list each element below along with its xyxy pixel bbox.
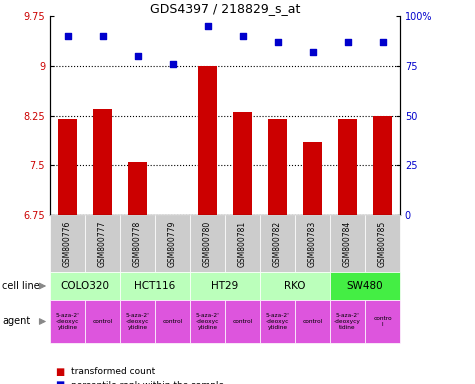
Text: HT29: HT29 [211,281,238,291]
Point [64,33,71,39]
Text: contro
l: contro l [373,316,392,327]
Text: GSM800781: GSM800781 [238,220,247,266]
Text: control: control [162,319,182,324]
Point [379,39,386,45]
Text: HCT116: HCT116 [134,281,176,291]
Text: GSM800783: GSM800783 [308,220,317,266]
Point [239,33,247,39]
Text: GSM800782: GSM800782 [273,220,282,266]
Bar [58,119,77,215]
Text: GSM800780: GSM800780 [203,220,212,266]
Text: RKO: RKO [284,281,306,291]
Text: GSM800784: GSM800784 [343,220,352,266]
Bar [93,109,112,215]
Text: SW480: SW480 [347,281,383,291]
Text: 5-aza-2'
-deoxyc
ytidine: 5-aza-2' -deoxyc ytidine [196,313,219,330]
Text: GSM800776: GSM800776 [63,220,72,266]
Text: GSM800779: GSM800779 [168,220,177,266]
Point [204,23,211,29]
Text: GSM800785: GSM800785 [378,220,387,266]
Bar [373,116,392,215]
Text: GSM800778: GSM800778 [133,220,142,266]
Point [344,39,352,45]
Bar [233,112,252,215]
Text: cell line: cell line [2,281,40,291]
Point [169,61,176,67]
Text: 5-aza-2'
-deoxyc
ytidine: 5-aza-2' -deoxyc ytidine [125,313,150,330]
Point [99,33,106,39]
Bar [268,119,287,215]
Bar [338,119,357,215]
Point [309,49,316,55]
Bar [128,162,147,215]
Bar [198,66,217,215]
Text: 5-aza-2'
-deoxyc
ytidine: 5-aza-2' -deoxyc ytidine [56,313,79,330]
Point [133,53,141,59]
Text: control: control [303,319,323,324]
Text: 5-aza-2'
-deoxyc
ytidine: 5-aza-2' -deoxyc ytidine [266,313,289,330]
Point [274,39,281,45]
Bar [163,215,182,218]
Bar [303,142,322,215]
Text: percentile rank within the sample: percentile rank within the sample [71,381,225,384]
Text: ■: ■ [55,367,64,377]
Text: GSM800777: GSM800777 [98,220,107,266]
Text: ■: ■ [55,380,64,384]
Text: agent: agent [2,316,30,326]
Text: control: control [232,319,253,324]
Text: control: control [92,319,113,324]
Text: 5-aza-2'
-deoxycy
tidine: 5-aza-2' -deoxycy tidine [334,313,361,330]
Title: GDS4397 / 218829_s_at: GDS4397 / 218829_s_at [150,2,300,15]
Text: transformed count: transformed count [71,367,156,376]
Text: COLO320: COLO320 [60,281,110,291]
